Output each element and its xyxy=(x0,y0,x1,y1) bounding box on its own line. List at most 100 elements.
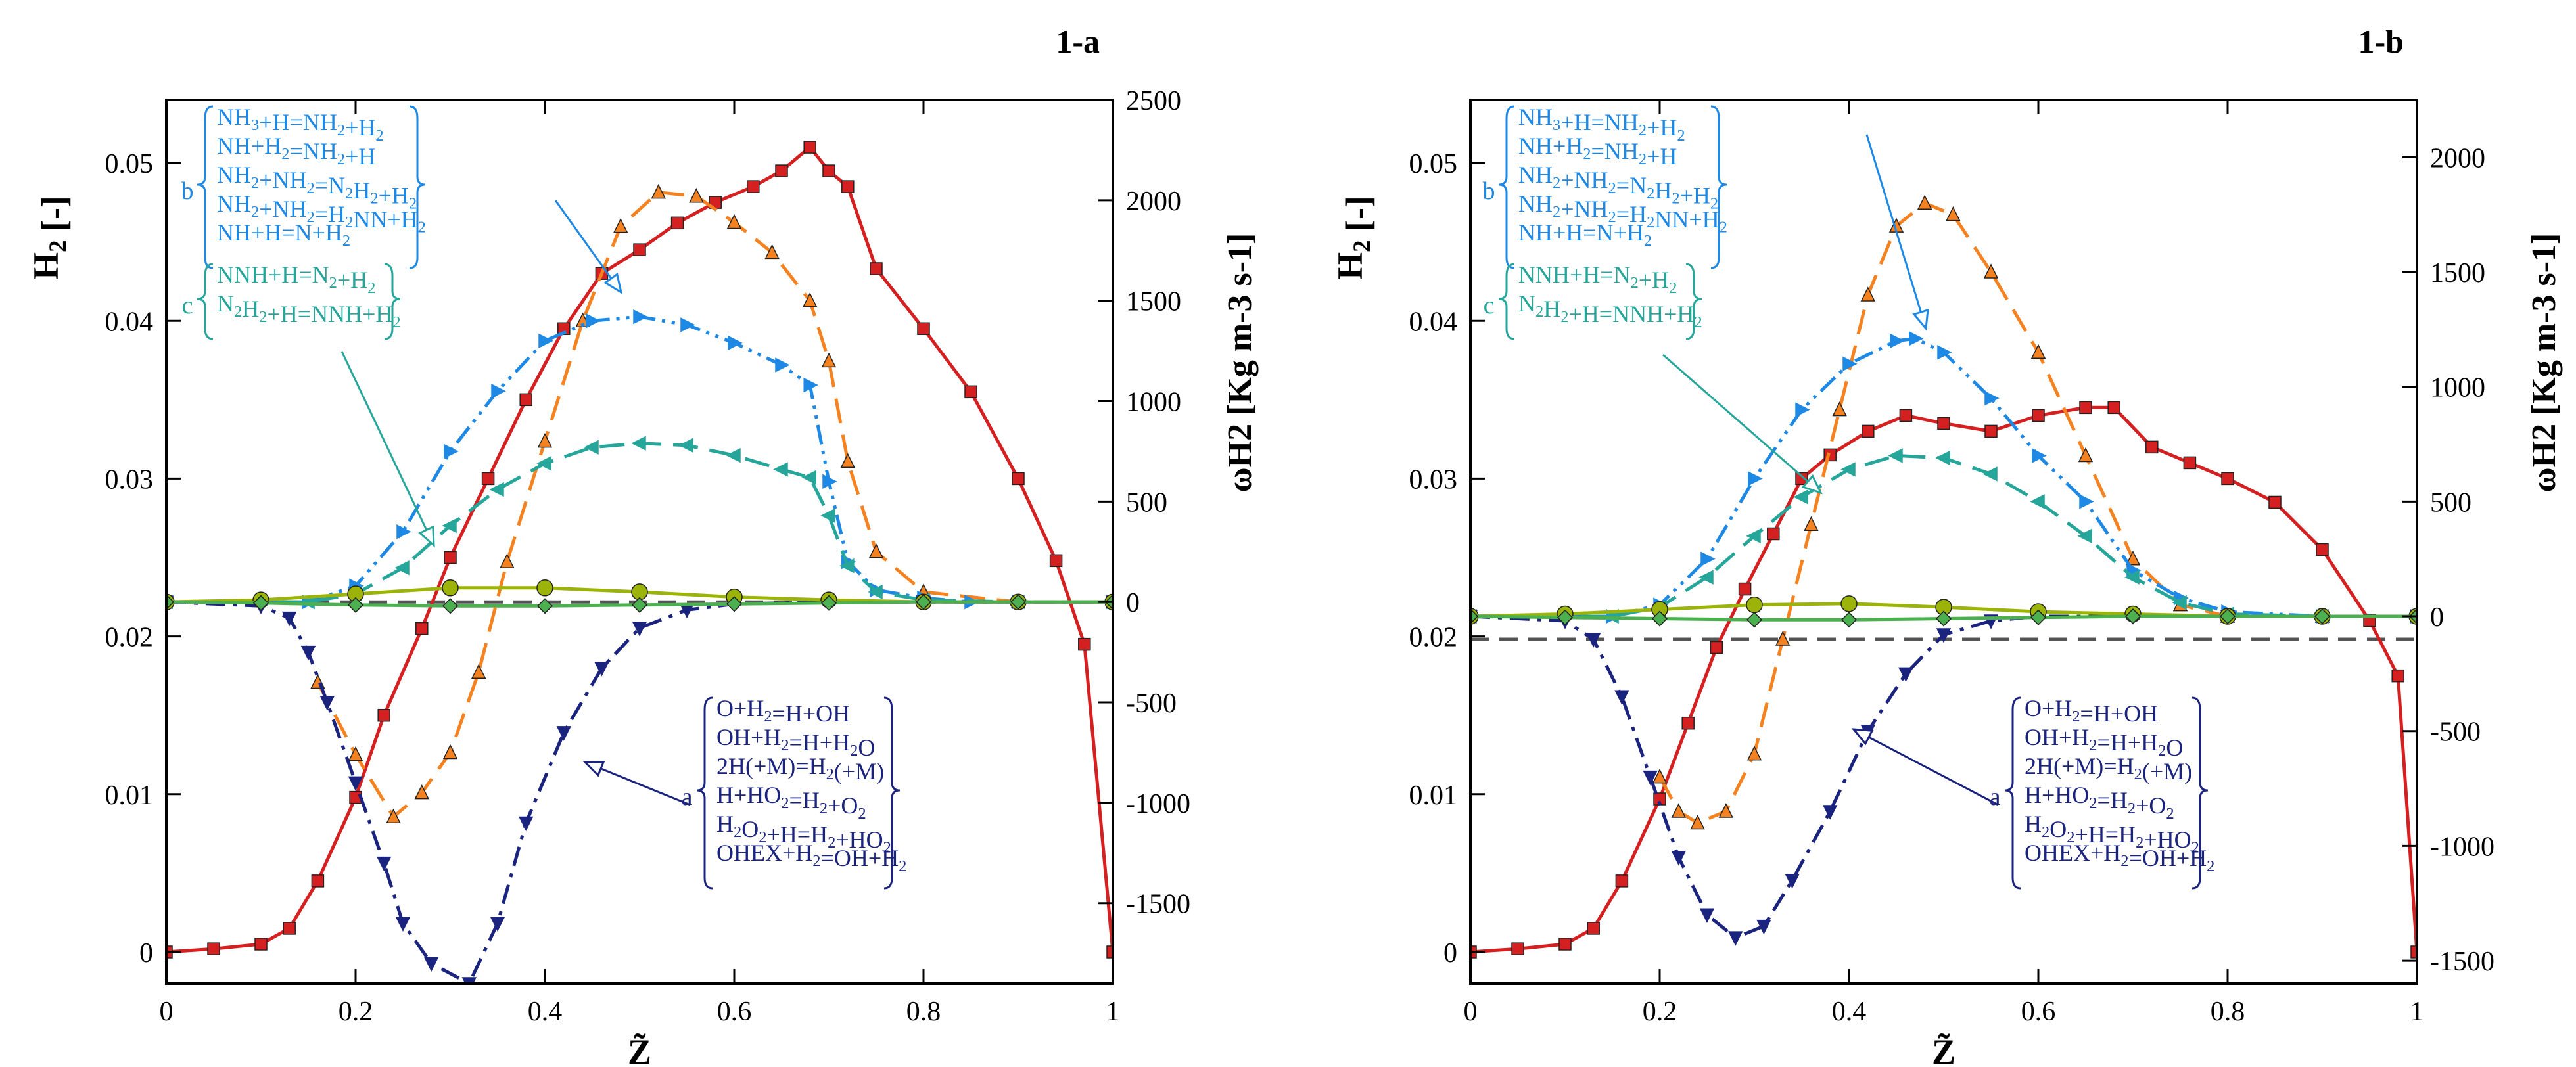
marker-triangle-right xyxy=(1890,333,1905,349)
marker-triangle-up xyxy=(442,744,458,760)
marker-triangle-up xyxy=(821,352,837,368)
marker-triangle-up xyxy=(537,432,553,448)
marker-triangle-up xyxy=(1804,516,1819,532)
reaction-label: H2O2+H=H2+HO2 xyxy=(2025,811,2199,857)
x-axis-label: Z̃ xyxy=(1932,1032,1955,1067)
marker-triangle-down xyxy=(1585,633,1601,648)
y-right-tick-label: 2500 xyxy=(1126,86,1181,116)
marker-triangle-left xyxy=(1793,489,1808,505)
marker-triangle-up xyxy=(500,553,515,568)
annotation-brace-right xyxy=(883,696,901,890)
marker-diamond xyxy=(631,597,648,613)
x-tick-label: 0.8 xyxy=(906,997,941,1027)
reaction-label: NH3+H=NH2+H2 xyxy=(1518,104,1685,145)
marker-square xyxy=(2107,401,2120,415)
annotation-arrowhead xyxy=(1851,728,1874,746)
marker-triangle-down xyxy=(1822,805,1838,820)
marker-square xyxy=(1106,945,1113,959)
annotation-b: bNH3+H=NH2+H2NH+H2=NH2+HNH2+NH2=N2H2+H2N… xyxy=(181,104,623,295)
series-4 xyxy=(166,595,1113,984)
reaction-label: NH+H=N+H2 xyxy=(217,219,350,250)
marker-triangle-up xyxy=(651,183,667,199)
marker-triangle-up xyxy=(1690,814,1705,830)
marker-triangle-left xyxy=(1982,466,1998,482)
y-right-axis-label: ωH2 [Kg m-3 s-1] xyxy=(2525,233,2563,493)
x-tick-label: 1 xyxy=(1106,997,1120,1027)
marker-triangle-left xyxy=(489,482,504,497)
marker-triangle-down xyxy=(376,856,392,872)
series-line xyxy=(166,145,1113,954)
annotation-arrow xyxy=(1662,353,1821,494)
marker-diamond xyxy=(2219,608,2236,625)
marker-triangle-left xyxy=(2077,528,2092,543)
marker-diamond xyxy=(915,594,932,610)
marker-triangle-left xyxy=(584,440,599,455)
marker-triangle-down xyxy=(319,696,335,711)
marker-square xyxy=(2410,945,2417,959)
marker-triangle-down xyxy=(1898,667,1913,683)
marker-square xyxy=(822,164,835,177)
series-1 xyxy=(310,183,1113,824)
reaction-label: O+H2=H+OH xyxy=(2025,695,2158,727)
y-left-tick-label: 0.02 xyxy=(1409,623,1458,653)
marker-diamond xyxy=(1840,612,1858,628)
series-4 xyxy=(1470,610,2417,946)
marker-triangle-down xyxy=(1756,919,1771,935)
chart-panel-1-a: 0 0.2 0.4 0.6 0.8 1 Z̃ 0 0.01 0.02 0.03 0.04 0.05 -15… xyxy=(26,23,1259,1067)
x-tick-label: 0.8 xyxy=(2211,997,2245,1027)
marker-square xyxy=(870,262,883,275)
marker-triangle-up xyxy=(840,453,856,468)
marker-diamond xyxy=(2314,608,2331,625)
reaction-label: NH2+NH2=N2H2+H2 xyxy=(1518,162,1718,213)
annotation-arrowhead xyxy=(1912,308,1929,331)
series-line xyxy=(1470,336,2417,618)
annotation-arrow xyxy=(1865,134,1927,329)
annotation-b: bNH3+H=NH2+H2NH+H2=NH2+HNH2+NH2=N2H2+H2N… xyxy=(1483,104,1929,331)
annotation-arrowhead xyxy=(1801,474,1823,495)
y-right-tick-label: -1500 xyxy=(2430,947,2494,977)
y-left-tick-label: 0.03 xyxy=(1409,465,1458,495)
marker-triangle-down xyxy=(1699,908,1715,923)
x-tick-label: 0.2 xyxy=(339,997,373,1027)
marker-triangle-left xyxy=(773,462,788,477)
marker-square xyxy=(1899,409,1913,422)
series-line xyxy=(1470,454,2417,618)
reaction-label: OH+H2=H+H2O xyxy=(2025,724,2183,761)
marker-diamond xyxy=(1557,609,1574,625)
y-left-tick-label: 0 xyxy=(139,938,153,968)
series-2 xyxy=(166,309,1113,610)
marker-triangle-right xyxy=(444,443,459,459)
panel-label: 1-a xyxy=(1056,23,1100,60)
marker-triangle-down xyxy=(281,611,297,627)
annotation-brace-right xyxy=(1685,263,1702,340)
marker-triangle-left xyxy=(678,438,693,453)
marker-triangle-right xyxy=(2079,494,2094,509)
marker-triangle-left xyxy=(726,447,741,463)
reaction-label: O+H2=H+OH xyxy=(716,695,850,727)
y-left-tick-label: 0.03 xyxy=(105,465,154,495)
y-left-tick-label: 0.02 xyxy=(105,623,154,653)
y-left-axis-label: H2 [-] xyxy=(26,196,74,280)
marker-triangle-right xyxy=(633,309,648,325)
marker-circle xyxy=(536,579,553,597)
marker-triangle-right xyxy=(1909,331,1924,346)
annotation-letter: a xyxy=(682,783,693,811)
marker-square xyxy=(254,938,268,951)
marker-triangle-right xyxy=(586,313,601,329)
marker-square xyxy=(2221,472,2234,486)
annotation-arrow xyxy=(340,351,435,546)
reaction-label: NH+H2=NH2+H xyxy=(1518,133,1677,170)
reaction-label: N2H2+H=NNH+H2 xyxy=(217,290,401,331)
annotation-arrow xyxy=(584,761,691,806)
marker-triangle-up xyxy=(1917,194,1932,210)
x-tick-label: 0.4 xyxy=(528,997,563,1027)
marker-diamond xyxy=(820,595,837,611)
x-tick-label: 0 xyxy=(1464,997,1478,1027)
annotation-brace-left xyxy=(197,105,214,269)
series-line xyxy=(166,442,1113,604)
marker-triangle-right xyxy=(775,357,790,373)
annotation-brace-right xyxy=(2191,696,2209,890)
plot-frame xyxy=(165,99,1114,985)
